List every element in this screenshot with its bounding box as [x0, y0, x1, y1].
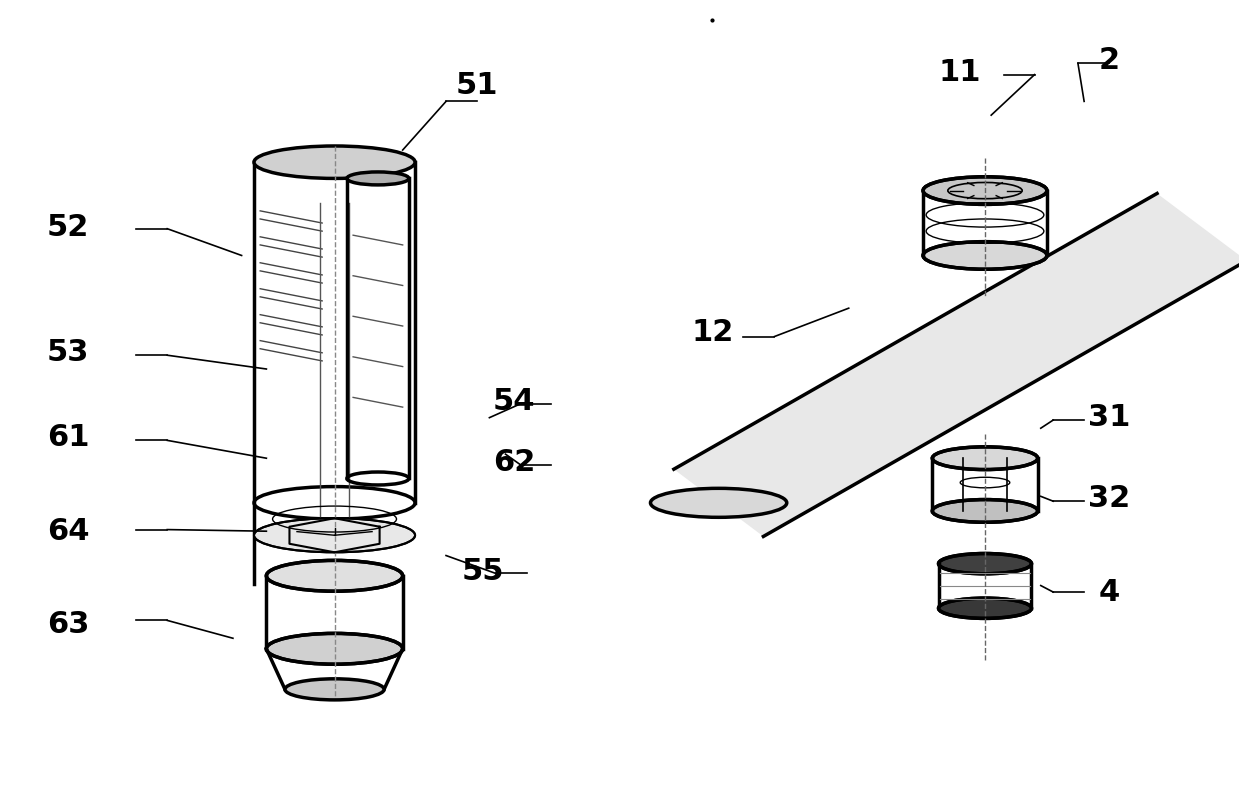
Text: 11: 11 — [939, 58, 981, 88]
Ellipse shape — [939, 553, 1031, 574]
Text: 52: 52 — [47, 212, 89, 242]
Ellipse shape — [650, 488, 787, 517]
Ellipse shape — [254, 518, 415, 552]
Text: 32: 32 — [1088, 484, 1130, 513]
Ellipse shape — [923, 177, 1047, 204]
Polygon shape — [674, 194, 1239, 536]
Text: 51: 51 — [456, 71, 498, 100]
Text: 53: 53 — [47, 338, 89, 367]
Text: 55: 55 — [462, 557, 504, 586]
Text: 12: 12 — [691, 318, 733, 347]
Text: 62: 62 — [493, 448, 535, 477]
Ellipse shape — [254, 146, 415, 178]
Ellipse shape — [266, 560, 403, 591]
Text: 2: 2 — [1098, 46, 1120, 75]
Text: 63: 63 — [47, 610, 89, 639]
Ellipse shape — [285, 679, 384, 700]
Text: 4: 4 — [1098, 577, 1120, 607]
Ellipse shape — [932, 447, 1037, 470]
Text: 61: 61 — [47, 423, 89, 453]
Ellipse shape — [939, 599, 1031, 618]
Text: 64: 64 — [47, 517, 89, 546]
Ellipse shape — [923, 242, 1047, 269]
Ellipse shape — [347, 172, 409, 185]
Text: 54: 54 — [493, 387, 535, 416]
Text: 31: 31 — [1088, 403, 1130, 432]
Ellipse shape — [932, 500, 1037, 522]
Ellipse shape — [266, 633, 403, 664]
